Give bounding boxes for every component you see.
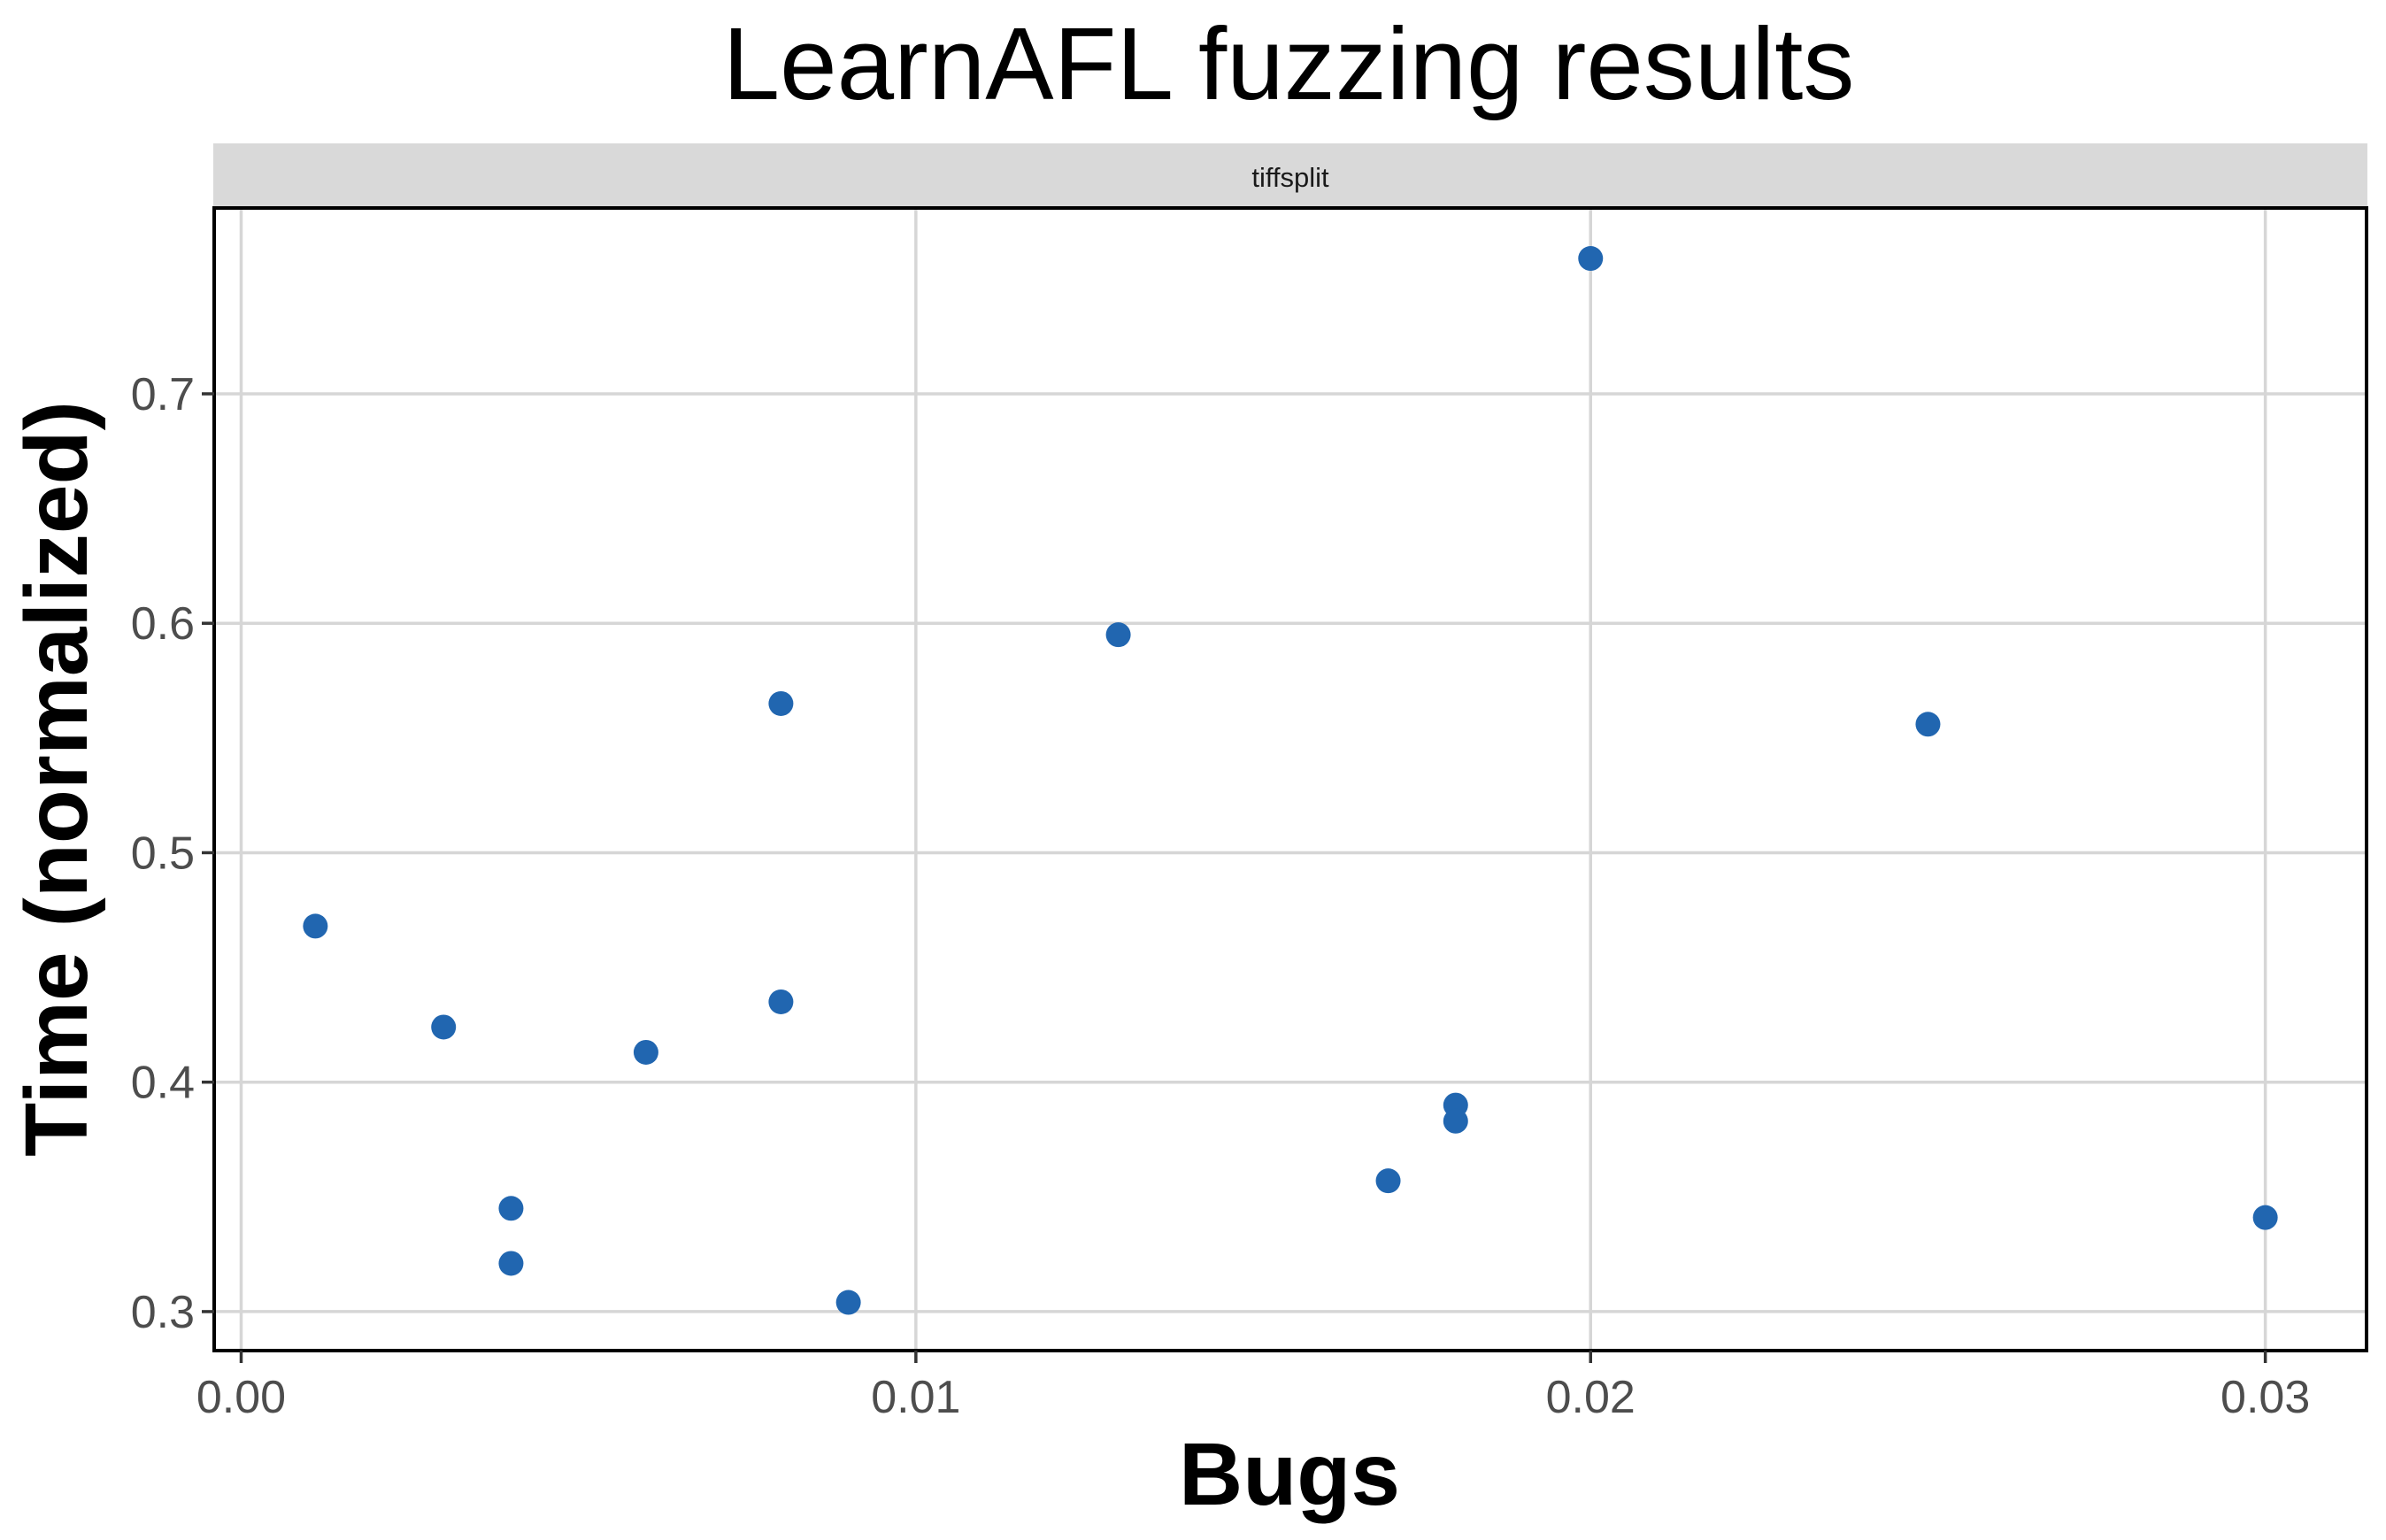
data-point bbox=[835, 1290, 861, 1315]
grid-lines bbox=[214, 208, 2367, 1351]
data-point bbox=[1375, 1168, 1401, 1194]
data-point bbox=[633, 1039, 658, 1065]
x-tick-label: 0.00 bbox=[196, 1372, 286, 1423]
y-tick-label: 0.6 bbox=[131, 598, 195, 650]
data-point bbox=[1443, 1108, 1468, 1134]
facet-strip-label: tiffsplit bbox=[1251, 162, 1329, 193]
data-point bbox=[498, 1196, 524, 1221]
data-point bbox=[1105, 622, 1131, 648]
x-axis-title: Bugs bbox=[1179, 1425, 1400, 1524]
x-axis: 0.00 0.01 0.02 0.03 bbox=[196, 1351, 2310, 1423]
plot-panel-border bbox=[212, 206, 2368, 1352]
chart-title: LearnAFL fuzzing results bbox=[723, 6, 1855, 121]
data-point bbox=[768, 690, 794, 716]
data-point bbox=[768, 989, 794, 1014]
x-tick-label: 0.02 bbox=[1546, 1372, 1636, 1423]
y-tick-label: 0.7 bbox=[131, 369, 195, 420]
y-axis: 0.3 0.4 0.5 0.6 0.7 bbox=[131, 369, 214, 1338]
facet-strip bbox=[213, 143, 2367, 207]
data-point bbox=[498, 1251, 524, 1276]
data-point bbox=[431, 1014, 457, 1040]
y-tick-label: 0.3 bbox=[131, 1287, 195, 1338]
y-tick-label: 0.5 bbox=[131, 828, 195, 879]
data-point bbox=[303, 913, 328, 939]
y-axis-title: Time (normalized) bbox=[7, 401, 106, 1157]
y-tick-label: 0.4 bbox=[131, 1058, 195, 1109]
data-point bbox=[2252, 1205, 2278, 1230]
data-point bbox=[1915, 712, 1941, 737]
x-tick-label: 0.01 bbox=[871, 1372, 960, 1423]
x-tick-label: 0.03 bbox=[2221, 1372, 2310, 1423]
data-point bbox=[1578, 246, 1604, 272]
data-points bbox=[303, 246, 2278, 1315]
